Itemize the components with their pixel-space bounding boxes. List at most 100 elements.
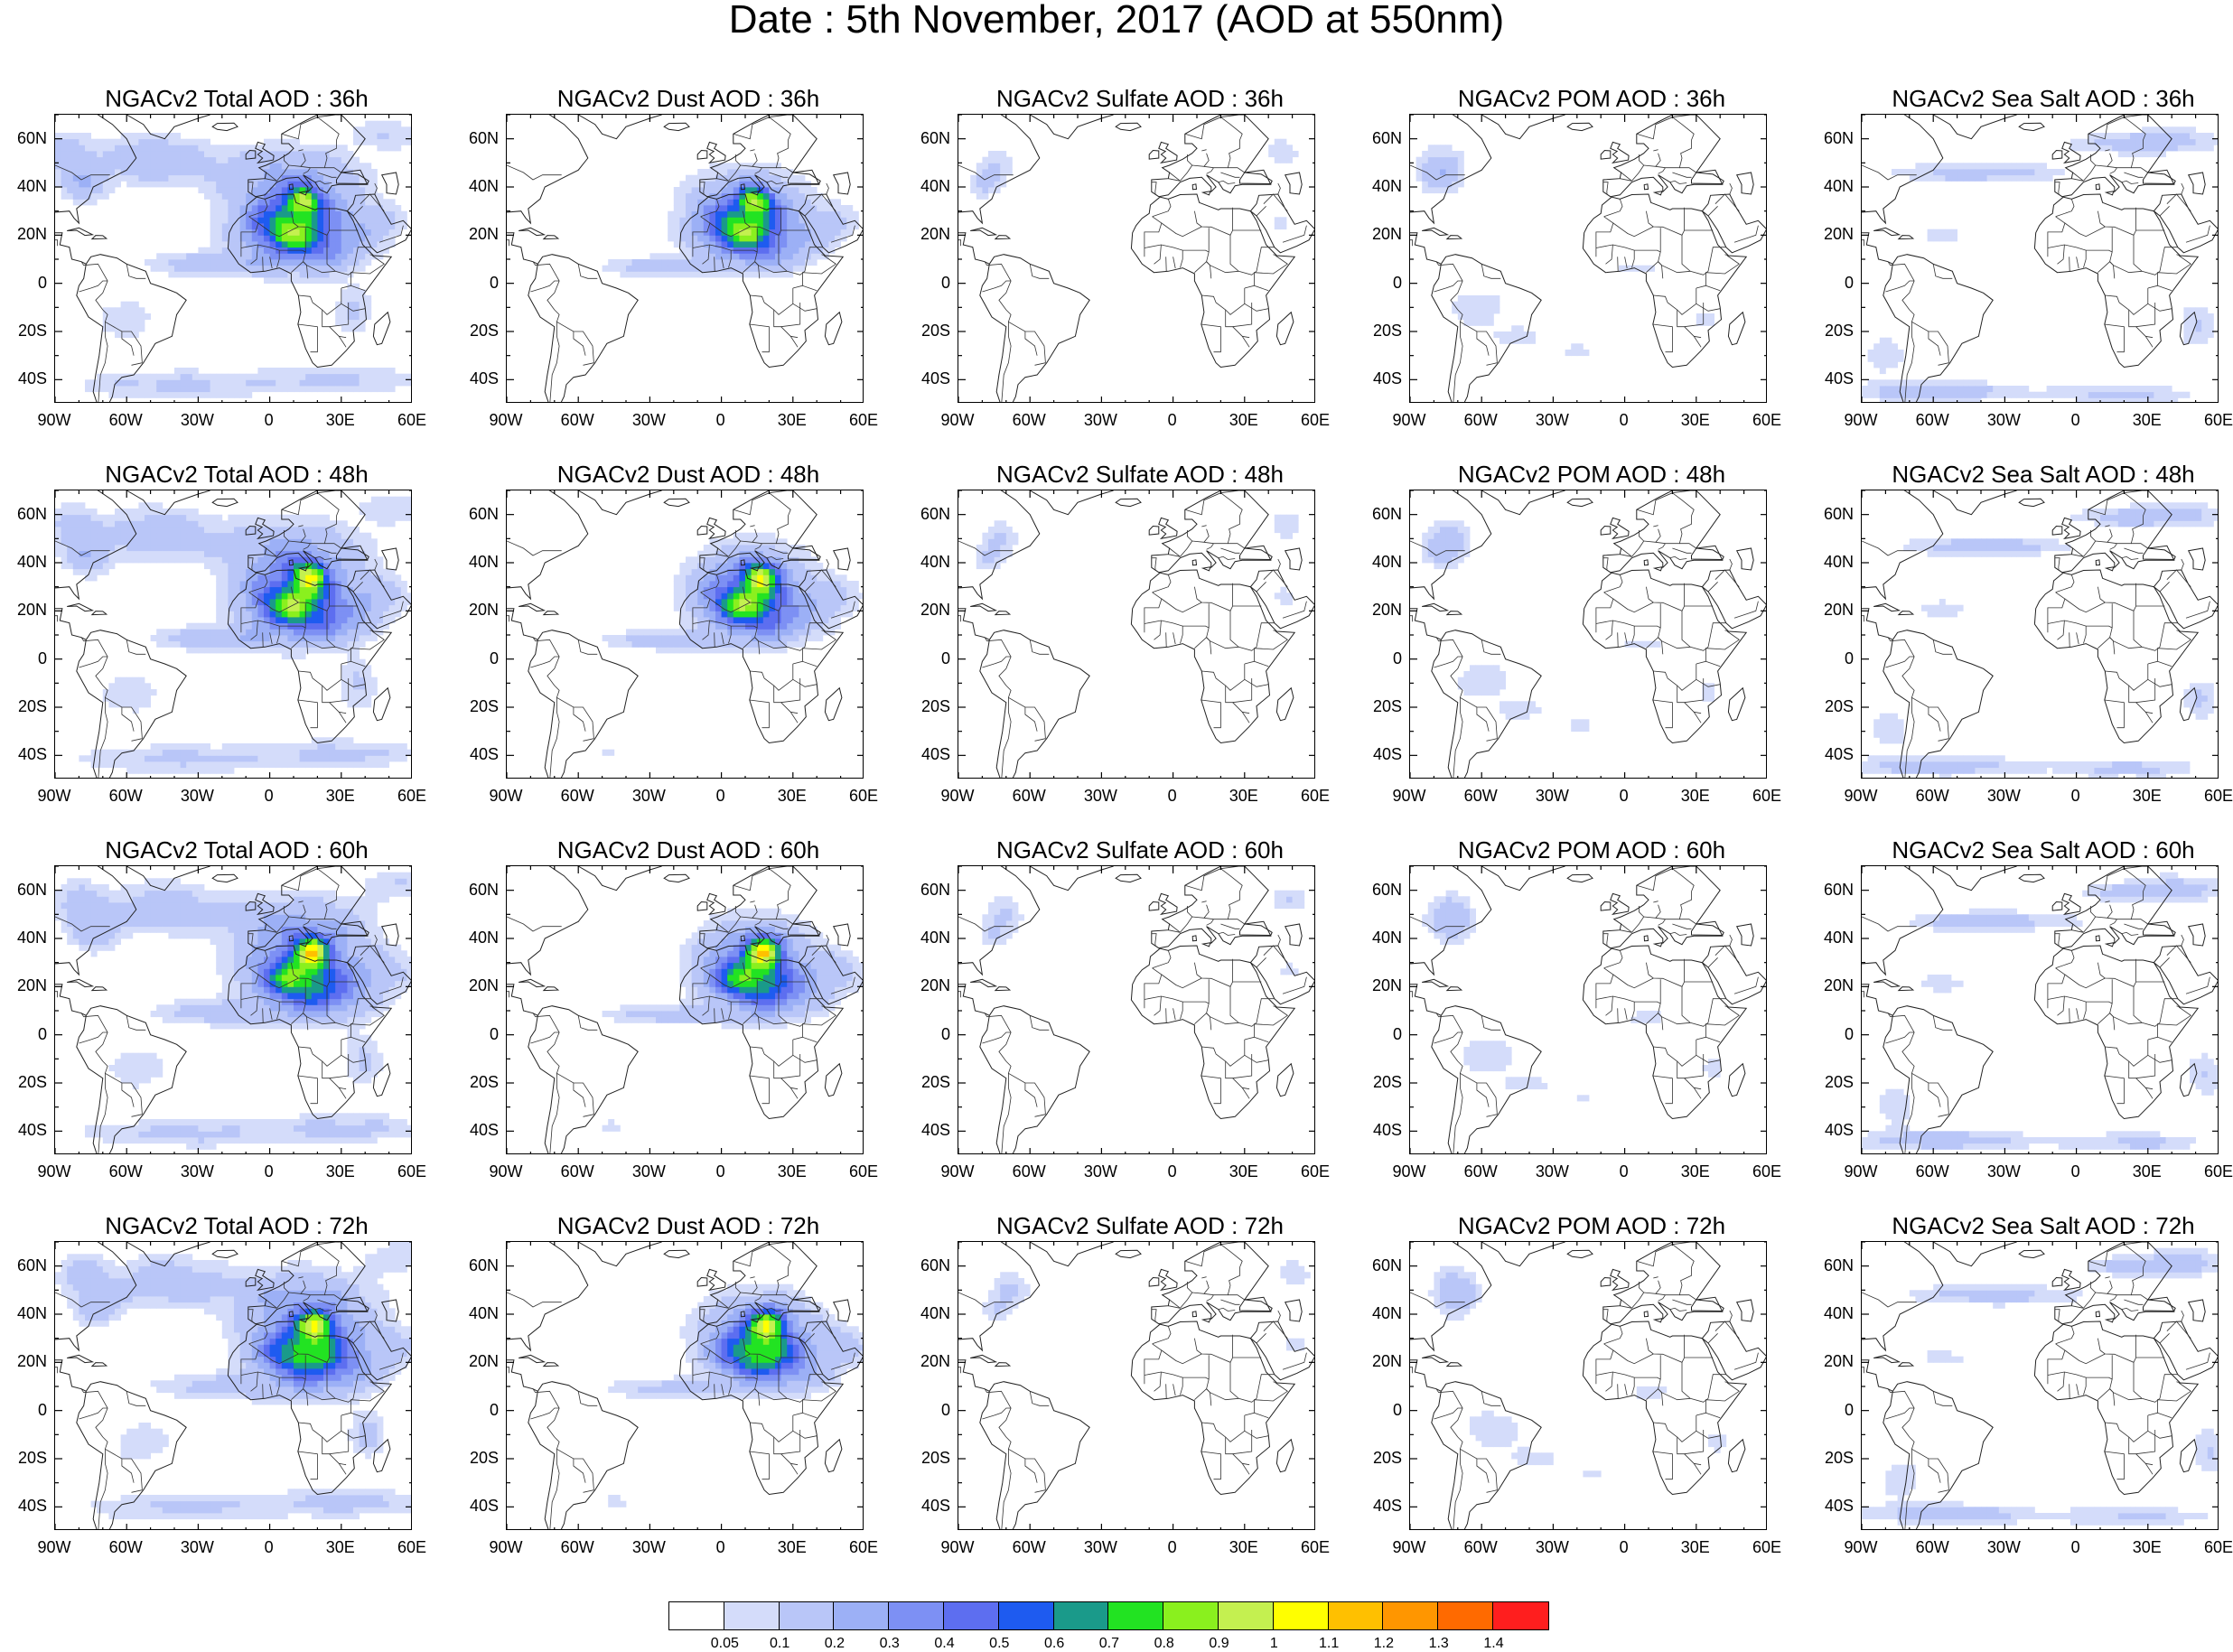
colorbar-swatch <box>998 1602 1054 1629</box>
lat-tick-label: 60N <box>468 880 499 899</box>
lon-tick-label: 30W <box>180 411 214 429</box>
map-frame <box>54 1241 412 1530</box>
aod-map <box>55 490 411 778</box>
lon-tick-label: 30W <box>1535 1538 1569 1556</box>
axis-ticks <box>1862 490 2218 778</box>
lon-tick-label: 30E <box>1680 411 1710 429</box>
lon-tick-label: 90W <box>1392 787 1426 805</box>
colorbar <box>668 1601 1549 1630</box>
lon-tick-label: 90W <box>489 787 523 805</box>
lat-tick-label: 0 <box>1844 1024 1854 1043</box>
aod-map <box>507 115 863 402</box>
coastlines <box>55 115 411 402</box>
lat-tick-label: 20N <box>920 976 950 995</box>
lon-tick-label: 60W <box>1463 411 1498 429</box>
axis-ticks <box>507 115 863 402</box>
lon-tick-label: 60E <box>848 787 879 805</box>
coastlines <box>958 490 1314 778</box>
map-frame <box>1861 865 2219 1154</box>
lon-tick-label: 90W <box>1844 787 1878 805</box>
lon-tick-label: 30W <box>180 1162 214 1181</box>
lat-tick-label: 0 <box>37 273 47 292</box>
colorbar-swatch <box>1053 1602 1109 1629</box>
lat-tick-label: 60N <box>1371 504 1402 523</box>
lon-tick-label: 60E <box>2203 1162 2233 1181</box>
lon-tick-label: 0 <box>264 411 274 429</box>
lat-tick-label: 40S <box>17 745 47 764</box>
map-frame <box>506 1241 864 1530</box>
lat-tick-label: 0 <box>1844 1400 1854 1419</box>
lat-tick-label: 0 <box>489 1400 499 1419</box>
map-frame <box>54 490 412 779</box>
axis-ticks <box>507 1242 863 1529</box>
coastlines <box>55 866 411 1153</box>
lat-tick-label: 60N <box>468 128 499 147</box>
aod-map <box>55 866 411 1153</box>
colorbar-label: 0.4 <box>934 1636 955 1651</box>
lon-tick-label: 30W <box>1986 411 2021 429</box>
lon-tick-label: 90W <box>1392 1162 1426 1181</box>
lon-tick-label: 0 <box>715 1162 725 1181</box>
lon-tick-label: 60E <box>1752 411 1782 429</box>
axis-ticks <box>55 115 411 402</box>
panel-title: NGACv2 Sulfate AOD : 60h <box>996 836 1284 863</box>
aod-map <box>507 490 863 778</box>
aod-map <box>1862 1242 2218 1529</box>
lon-tick-label: 30W <box>1535 787 1569 805</box>
lat-tick-label: 40S <box>1372 369 1402 388</box>
aod-map <box>1410 115 1766 402</box>
panel-title: NGACv2 Total AOD : 36h <box>105 85 369 112</box>
map-panel-pom-60h: NGACv2 POM AOD : 60h 60N 40N 20N 0 20S 40S 90W 6… <box>1357 836 1781 1198</box>
colorbar-swatch <box>1438 1602 1493 1629</box>
lon-tick-label: 60W <box>560 1162 594 1181</box>
aod-field <box>970 138 1299 230</box>
lon-tick-label: 60E <box>397 787 427 805</box>
colorbar-swatch <box>1328 1602 1384 1629</box>
lon-tick-label: 90W <box>489 1538 523 1556</box>
colorbar-swatch <box>1218 1602 1274 1629</box>
lon-tick-label: 30E <box>325 787 355 805</box>
lon-tick-label: 90W <box>37 1538 71 1556</box>
map-panel-sulfate-36h: NGACv2 Sulfate AOD : 36h 60N 40N 20N 0 20S 40S… <box>905 85 1330 446</box>
aod-field <box>1862 502 2218 778</box>
map-panel-dust-48h: NGACv2 Dust AOD : 48h 60N 40N 20N 0 20S 40S 90W… <box>453 461 878 822</box>
lat-tick-label: 60N <box>16 880 47 899</box>
lat-tick-label: 40S <box>920 1121 950 1140</box>
lat-tick-label: 40S <box>920 745 950 764</box>
axis-ticks <box>1410 866 1766 1153</box>
lat-tick-label: 40N <box>16 1304 47 1322</box>
lon-tick-label: 30W <box>1986 1162 2021 1181</box>
lon-tick-label: 30E <box>1229 787 1258 805</box>
lat-tick-label: 20N <box>1823 225 1854 244</box>
lon-tick-label: 60W <box>108 787 143 805</box>
lat-tick-label: 40N <box>1371 553 1402 571</box>
aod-field <box>1862 1247 2218 1526</box>
lat-tick-label: 0 <box>489 1024 499 1043</box>
map-frame <box>506 490 864 779</box>
lat-tick-label: 40S <box>1372 745 1402 764</box>
lat-tick-label: 60N <box>920 128 950 147</box>
lon-tick-label: 30W <box>180 787 214 805</box>
lat-tick-label: 20N <box>1371 601 1402 620</box>
lat-tick-label: 60N <box>1371 128 1402 147</box>
lat-tick-label: 40S <box>1824 1497 1854 1516</box>
axis-ticks <box>1862 1242 2218 1529</box>
lon-tick-label: 30E <box>2132 1162 2162 1181</box>
lat-tick-label: 40N <box>468 553 499 571</box>
lon-tick-label: 90W <box>489 1162 523 1181</box>
lat-tick-label: 20S <box>1824 697 1854 715</box>
map-frame <box>1409 490 1767 779</box>
lat-tick-label: 40N <box>1823 929 1854 947</box>
lon-tick-label: 60E <box>1300 1538 1331 1556</box>
lon-tick-label: 60W <box>108 1538 143 1556</box>
lon-tick-label: 30W <box>1986 1538 2021 1556</box>
coastlines <box>55 1242 411 1529</box>
lon-tick-label: 0 <box>2070 411 2080 429</box>
lon-tick-label: 30E <box>1680 787 1710 805</box>
axis-ticks <box>1410 490 1766 778</box>
map-panel-dust-72h: NGACv2 Dust AOD : 72h 60N 40N 20N 0 20S 40S 90W… <box>453 1212 878 1573</box>
lat-tick-label: 20N <box>1371 225 1402 244</box>
aod-field <box>1862 126 2218 402</box>
colorbar-swatch <box>1163 1602 1219 1629</box>
panel-title: NGACv2 POM AOD : 48h <box>1457 461 1726 488</box>
